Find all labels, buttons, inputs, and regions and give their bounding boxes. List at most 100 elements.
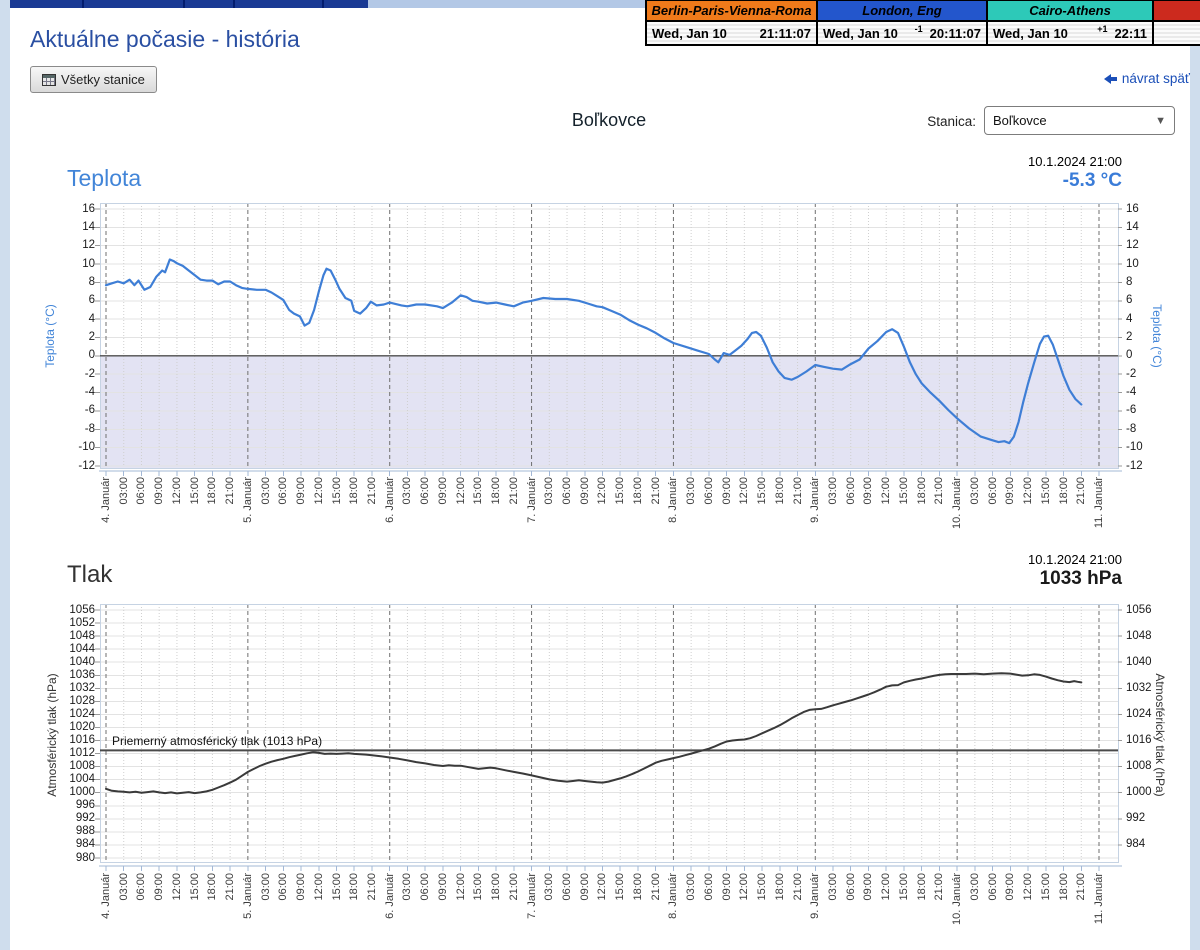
x-axis-tick-label: 21:00 [649, 873, 662, 901]
x-axis-tick-label: 21:00 [933, 477, 946, 505]
clock-name [1154, 1, 1200, 22]
clock-utc-offset: -1 [914, 24, 923, 34]
x-axis-tick-label: 09:00 [862, 873, 875, 901]
x-axis-tick-label: 10. Január [951, 873, 964, 925]
x-axis-tick-label: 06:00 [277, 477, 290, 505]
x-axis-tick-label: 06:00 [844, 477, 857, 505]
x-axis-tick-label: 09:00 [295, 477, 308, 505]
y-axis-tick-label: 10 [82, 257, 95, 270]
y-axis-tick-label: 14 [1126, 220, 1139, 233]
y-axis-tick-label: -6 [84, 404, 95, 417]
y-axis-tick-label: 14 [82, 220, 95, 233]
x-axis-tick-label: 03:00 [117, 477, 130, 505]
all-stations-button[interactable]: Všetky stanice [30, 66, 157, 93]
y-axis-tick-label: 16 [1126, 202, 1139, 215]
clock-name: Berlin-Paris-Vienna-Roma [647, 1, 816, 22]
x-axis-tick-label: 06:00 [561, 477, 574, 505]
pressure-plot-area[interactable] [100, 604, 1118, 862]
x-axis-tick-label: 21:00 [791, 477, 804, 505]
x-axis-tick-label: 18:00 [348, 873, 361, 901]
top-nav-strip[interactable] [10, 0, 368, 8]
x-axis-tick-label: 03:00 [543, 873, 556, 901]
x-axis-tick-label: 12:00 [596, 477, 609, 505]
x-axis-tick-label: 09:00 [436, 873, 449, 901]
y-axis-tick-label: 1016 [1126, 734, 1152, 747]
y-axis-tick-label: -8 [84, 422, 95, 435]
x-axis-tick-label: 09:00 [578, 873, 591, 901]
y-axis-tick-label: 16 [82, 202, 95, 215]
y-axis-tick-label: 1008 [1126, 760, 1152, 773]
x-axis-tick-label: 18:00 [206, 873, 219, 901]
x-axis-tick-label: 06:00 [702, 873, 715, 901]
x-axis-tick-label: 10. Január [951, 477, 964, 529]
table-grid-icon [42, 73, 56, 86]
station-select[interactable]: Boľkovce ▼ [984, 106, 1175, 135]
y-axis-tick-label: 984 [1126, 838, 1146, 851]
y-axis-tick-label: -12 [1126, 459, 1143, 472]
x-axis-tick-label: 18:00 [490, 477, 503, 505]
x-axis-tick-label: 15:00 [188, 873, 201, 901]
x-axis-tick-label: 8. Január [667, 873, 680, 919]
clock-london: London, Eng Wed, Jan 10 -1 20:11:07 [818, 1, 988, 44]
top-nav-strip-active[interactable] [368, 0, 645, 8]
top-nav-divider [82, 0, 84, 8]
x-axis-tick-label: 06:00 [702, 477, 715, 505]
y-axis-tick-label: -10 [78, 441, 95, 454]
x-axis-tick-label: 06:00 [986, 873, 999, 901]
y-axis-tick-label: 1032 [69, 681, 95, 694]
page-left-margin [0, 0, 10, 950]
x-axis-tick-label: 15:00 [756, 477, 769, 505]
clock-time-row [1154, 22, 1200, 44]
x-axis-tick-label: 12:00 [170, 873, 183, 901]
chevron-down-icon: ▼ [1155, 114, 1166, 127]
x-axis-tick-label: 7. Január [525, 477, 538, 523]
x-axis-tick-label: 03:00 [117, 873, 130, 901]
x-axis-tick-label: 15:00 [614, 873, 627, 901]
y-axis-tick-label: 4 [1126, 312, 1133, 325]
x-axis-tick-label: 09:00 [153, 477, 166, 505]
clock-time-row: Wed, Jan 10 +1 22:11 [988, 22, 1152, 44]
temperature-current-value: -5.3 °C [1062, 170, 1122, 191]
temperature-plot-area[interactable] [100, 203, 1118, 468]
x-axis-tick-label: 12:00 [312, 477, 325, 505]
y-axis-tick-label: 984 [75, 838, 95, 851]
x-axis-tick-label: 21:00 [649, 477, 662, 505]
temperature-chart-title: Teplota [67, 165, 142, 191]
y-axis-tick-label: 4 [88, 312, 95, 325]
x-axis-tick-label: 03:00 [543, 477, 556, 505]
x-axis-tick-label: 6. Január [383, 873, 396, 919]
y-axis-title: Atmosférický tlak (hPa) [1153, 673, 1167, 797]
pressure-timestamp: 10.1.2024 21:00 [1028, 552, 1122, 567]
y-axis-tick-label: 6 [1126, 294, 1133, 307]
y-axis-tick-label: 1004 [69, 773, 95, 786]
pressure-chart-title: Tlak [67, 561, 113, 588]
x-axis-tick-label: 06:00 [135, 873, 148, 901]
x-axis-tick-label: 18:00 [348, 477, 361, 505]
clock-cairo-athens: Cairo-Athens Wed, Jan 10 +1 22:11 [988, 1, 1154, 44]
y-axis-tick-label: -4 [1126, 386, 1137, 399]
clock-name: Cairo-Athens [988, 1, 1152, 22]
y-axis-tick-label: 996 [75, 799, 95, 812]
x-axis-tick-label: 21:00 [365, 873, 378, 901]
x-axis-tick-label: 18:00 [773, 477, 786, 505]
y-axis-tick-label: 1044 [69, 642, 95, 655]
x-axis-tick-label: 4. Január [100, 477, 112, 523]
y-axis-tick-label: 8 [88, 275, 95, 288]
y-axis-tick-label: 2 [88, 331, 95, 343]
x-axis-tick-label: 18:00 [1057, 477, 1070, 505]
back-link[interactable]: návrat späť [1000, 71, 1190, 86]
y-axis-tick-label: 1016 [69, 734, 95, 747]
x-axis-tick-label: 6. Január [383, 477, 396, 523]
clock-time: 21:11:07 [759, 25, 811, 41]
x-axis-tick-label: 06:00 [986, 477, 999, 505]
x-axis-tick-label: 12:00 [454, 477, 467, 505]
x-axis-tick-label: 15:00 [897, 477, 910, 505]
x-axis-tick-label: 11. Január [1092, 477, 1105, 529]
y-axis-tick-label: -12 [78, 459, 95, 472]
top-nav-divider [233, 0, 235, 8]
x-axis-tick-label: 7. Január [525, 873, 538, 919]
x-axis-tick-label: 21:00 [1075, 477, 1088, 505]
y-axis-title: Teplota (°C) [1150, 304, 1164, 368]
x-axis-tick-label: 06:00 [419, 873, 432, 901]
y-axis-tick-label: 1020 [69, 720, 95, 733]
